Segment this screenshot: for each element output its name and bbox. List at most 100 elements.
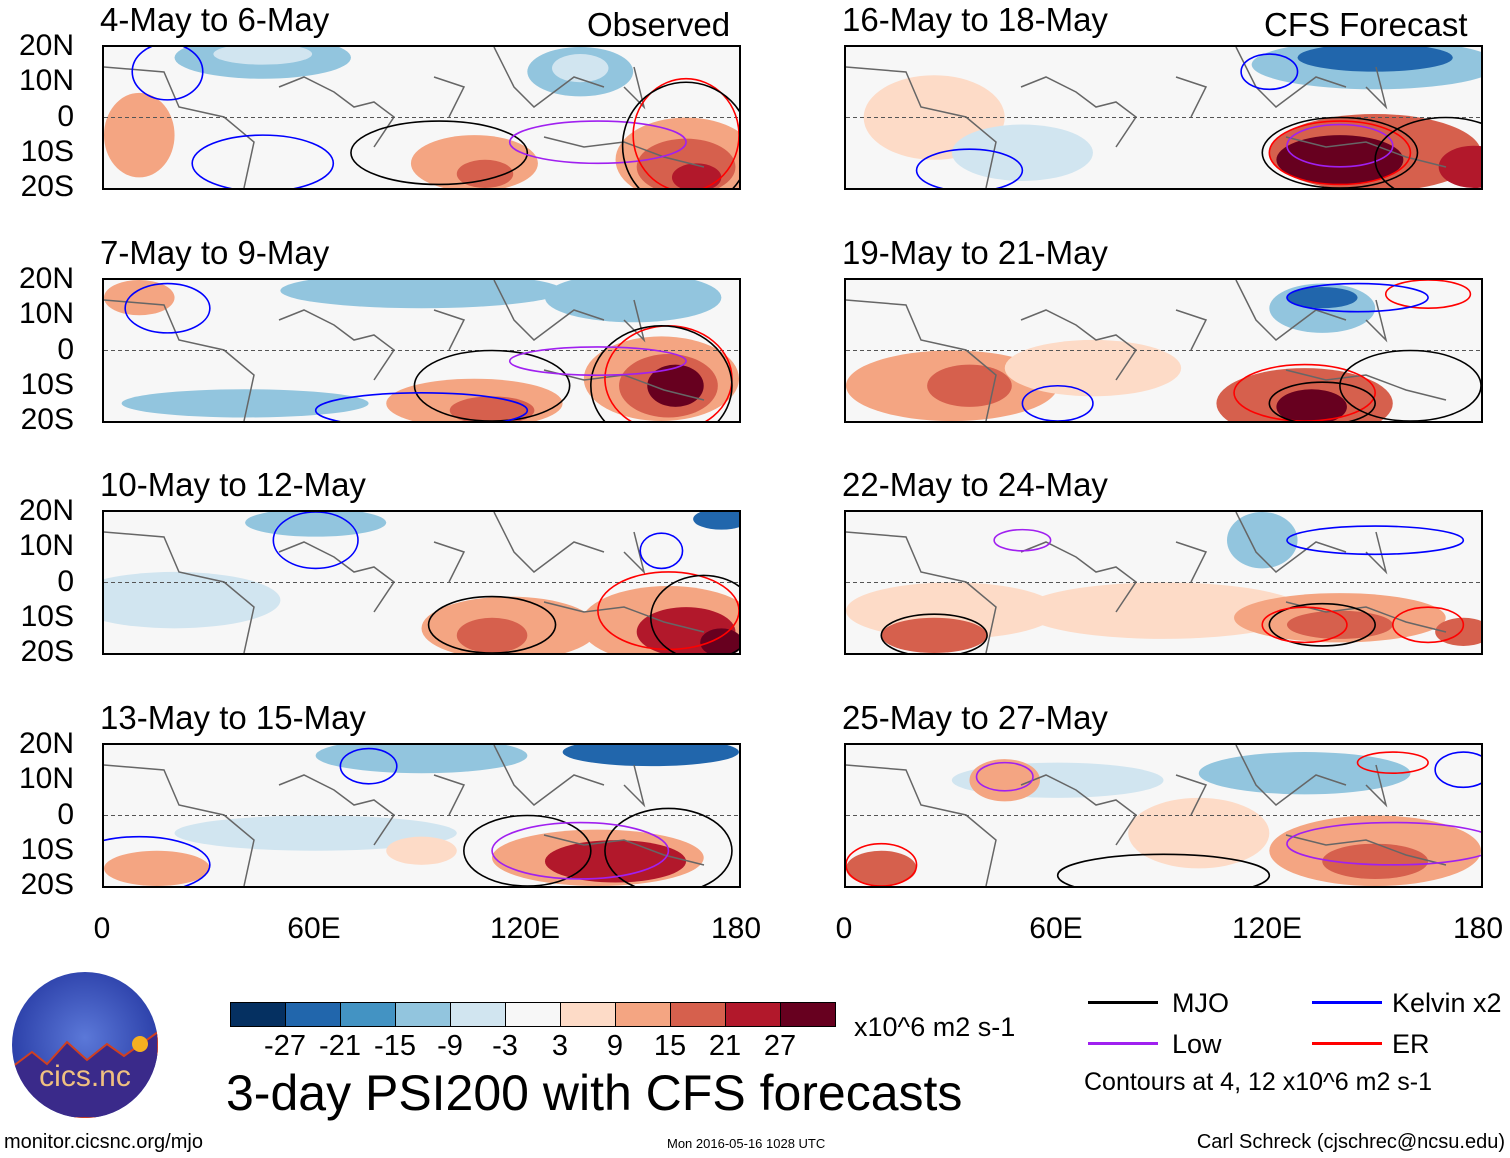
- psi-anomaly-fill: [693, 512, 739, 530]
- legend-er-label: ER: [1392, 1029, 1430, 1059]
- coastline: [278, 541, 396, 613]
- wave-contour: [1240, 53, 1299, 91]
- footer-url: monitor.cicsnc.org/mjo: [4, 1131, 203, 1153]
- wave-contour: [339, 747, 398, 785]
- colorbar-swatch: [286, 1003, 341, 1026]
- coastline: [433, 76, 466, 118]
- coastline: [1285, 834, 1447, 866]
- psi-anomaly-fill: [969, 759, 1041, 802]
- wave-contour: [1268, 381, 1376, 421]
- psi-anomaly-fill: [1022, 582, 1305, 639]
- contours-note: Contours at 4, 12 x10^6 m2 s-1: [1084, 1068, 1433, 1096]
- colorbar-swatch: [781, 1003, 835, 1026]
- wave-contour: [1392, 606, 1465, 644]
- y-tick: 0: [57, 99, 74, 133]
- legend-kelvin-line: [1312, 1001, 1382, 1004]
- legend-low-label: Low: [1172, 1029, 1222, 1059]
- wave-contour: [272, 512, 359, 570]
- psi-anomaly-fill: [449, 396, 535, 421]
- wave-contour: [314, 392, 529, 421]
- wave-contour: [993, 528, 1052, 552]
- coastline: [543, 834, 705, 866]
- coastline: [1285, 369, 1447, 401]
- psi-anomaly-fill: [1276, 135, 1404, 185]
- colorbar-swatch: [506, 1003, 561, 1026]
- logo-mountains-icon: [12, 1030, 158, 1118]
- y-tick: 0: [57, 797, 74, 831]
- coastline: [1175, 541, 1208, 583]
- psi-anomaly-fill: [104, 92, 175, 178]
- footer-timestamp: Mon 2016-05-16 1028 UTC: [667, 1136, 826, 1151]
- map-panel: [844, 743, 1483, 888]
- wave-contour: [1374, 116, 1481, 188]
- colorbar-label: 27: [763, 1030, 797, 1062]
- psi-anomaly-fill: [552, 54, 609, 83]
- colorbar-swatch: [341, 1003, 396, 1026]
- psi-anomaly-fill: [104, 850, 210, 886]
- psi-anomaly-fill: [104, 571, 281, 629]
- wave-contour: [1286, 282, 1429, 313]
- psi-anomaly-fill: [1297, 47, 1453, 72]
- coastline: [104, 299, 255, 421]
- wave-contour: [1434, 751, 1481, 789]
- psi-anomaly-fill: [700, 628, 739, 653]
- coastline: [1365, 764, 1388, 808]
- wave-contour: [131, 47, 204, 101]
- psi-anomaly-fill: [1435, 617, 1481, 646]
- x-tick: 0: [835, 912, 853, 945]
- coastline: [623, 66, 646, 110]
- coastline: [1235, 512, 1347, 573]
- y-tick: 20S: [20, 170, 74, 203]
- wave-contour: [413, 349, 571, 421]
- psi-anomaly-fill: [544, 280, 722, 323]
- colorbar-units: x10^6 m2 s-1: [854, 1012, 1016, 1042]
- colorbar-label: -27: [264, 1030, 306, 1062]
- footer-author: Carl Schreck (cjschrec@ncsu.edu): [1196, 1131, 1505, 1153]
- wave-contour: [427, 595, 557, 653]
- forecast-label: CFS Forecast: [1264, 6, 1468, 43]
- coastline: [1175, 309, 1208, 351]
- wave-contour: [590, 325, 733, 421]
- y-tick: 10S: [20, 599, 74, 633]
- logo: cics.nc: [12, 972, 158, 1118]
- y-tick: 10N: [18, 529, 74, 563]
- wave-contour: [1339, 349, 1481, 421]
- y-tick: 10S: [20, 832, 74, 866]
- colorbar-label: -21: [319, 1030, 361, 1062]
- coastline: [1365, 299, 1388, 343]
- psi-anomaly-fill: [121, 389, 369, 418]
- coastline: [1285, 136, 1447, 168]
- panel-title: 10-May to 12-May: [100, 466, 366, 503]
- map-panel: [102, 278, 741, 423]
- colorbar-swatch: [561, 1003, 616, 1026]
- psi-anomaly-fill: [1438, 145, 1481, 188]
- y-tick: 20S: [20, 868, 74, 901]
- y-tick: 10N: [18, 762, 74, 796]
- wave-contour: [1268, 120, 1412, 186]
- map-panel: [844, 278, 1483, 423]
- psi-anomaly-fill: [1322, 843, 1429, 879]
- map-panel: [844, 45, 1483, 190]
- wave-contour: [975, 761, 1034, 792]
- panel-title: 7-May to 9-May: [100, 234, 330, 271]
- map-panel: [102, 45, 741, 190]
- figure-title: 3-day PSI200 with CFS forecasts: [226, 1065, 963, 1121]
- wave-contour: [1233, 363, 1376, 421]
- psi-anomaly-fill: [104, 280, 175, 316]
- psi-anomaly-fill: [1128, 797, 1270, 869]
- coastline: [433, 774, 466, 816]
- y-tick: 20S: [20, 635, 74, 668]
- colorbar-label: 3: [551, 1030, 569, 1062]
- y-tick: 0: [57, 332, 74, 366]
- logo-text: cics.nc: [39, 1060, 131, 1093]
- psi-anomaly-fill: [386, 836, 457, 865]
- psi-anomaly-fill: [881, 617, 988, 653]
- observed-label: Observed: [587, 6, 731, 43]
- coastline: [1285, 601, 1447, 633]
- colorbar: [230, 1002, 836, 1027]
- coastline: [1365, 66, 1388, 110]
- wave-contour: [508, 120, 687, 165]
- y-tick: 20N: [18, 262, 74, 295]
- y-tick: 20N: [18, 727, 74, 760]
- coastline: [433, 541, 466, 583]
